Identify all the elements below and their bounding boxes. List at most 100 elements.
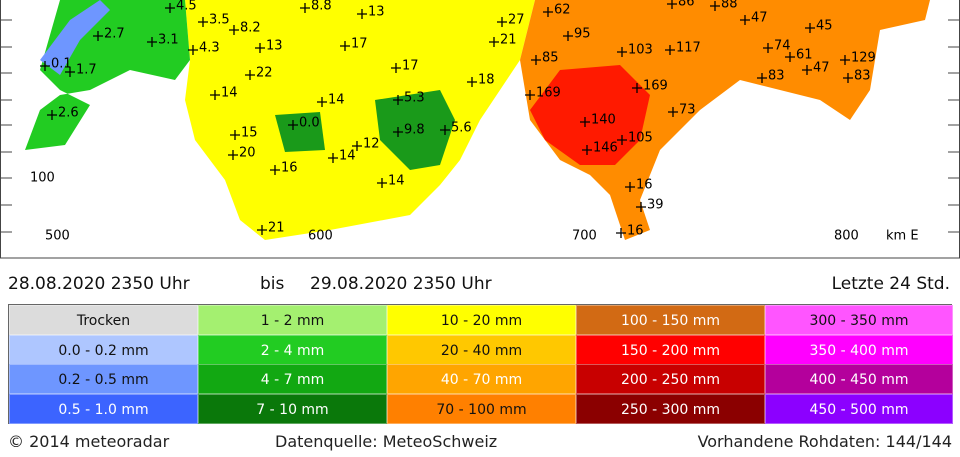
station-value: 83 (854, 69, 871, 84)
station-value: 3.1 (158, 33, 179, 48)
station-value: 8.2 (240, 21, 261, 36)
axis-label: 700 (572, 229, 597, 244)
station-value: 140 (591, 113, 616, 128)
legend-cell: Trocken (9, 305, 198, 335)
station-value: 73 (679, 103, 696, 118)
station-value: 13 (266, 39, 283, 54)
station-value: 86 (678, 0, 695, 10)
period-to: 29.08.2020 2350 Uhr (310, 274, 492, 294)
station-value: 8.8 (311, 0, 332, 14)
legend-cell: 350 - 400 mm (765, 334, 953, 365)
station-marker (840, 55, 850, 65)
station-marker (543, 7, 553, 17)
station-marker (393, 95, 403, 105)
lake (40, 0, 110, 75)
station-value: 14 (221, 86, 238, 101)
station-marker (489, 37, 499, 47)
station-marker (352, 141, 362, 151)
station-marker (255, 43, 265, 53)
station-value: 3.5 (209, 13, 230, 28)
legend-cell: 150 - 200 mm (576, 334, 765, 365)
station-value: 129 (851, 51, 876, 66)
legend-cell: 0.5 - 1.0 mm (9, 393, 198, 424)
station-value: 15 (241, 126, 258, 141)
station-marker (357, 9, 367, 19)
station-marker (210, 90, 220, 100)
legend-cell: 250 - 300 mm (576, 393, 765, 424)
legend-cell: 2 - 4 mm (198, 334, 387, 365)
station-marker (440, 125, 450, 135)
station-value: 17 (351, 37, 368, 52)
station-value: 5.6 (451, 121, 472, 136)
station-value: 39 (647, 198, 664, 213)
axis-label: 100 (30, 171, 55, 186)
station-marker (757, 73, 767, 83)
region-yellow (185, 0, 535, 240)
legend-cell: 1 - 2 mm (198, 305, 387, 335)
station-marker (785, 52, 795, 62)
station-value: 14 (339, 149, 356, 164)
station-marker (165, 3, 175, 13)
station-value: 22 (256, 66, 273, 81)
station-value: 103 (628, 43, 653, 58)
station-marker (802, 65, 812, 75)
axis-label: km E (886, 229, 919, 244)
station-value: 9.8 (404, 123, 425, 138)
axis-label: 500 (45, 229, 70, 244)
station-value: 27 (508, 13, 525, 28)
legend-cell: 40 - 70 mm (387, 364, 576, 394)
legend-cell: 400 - 450 mm (765, 364, 953, 394)
station-marker (228, 150, 238, 160)
station-marker (40, 61, 50, 71)
station-value: 16 (636, 178, 653, 193)
station-value: 2.7 (104, 27, 125, 42)
legend-cell: 100 - 150 mm (576, 305, 765, 335)
station-marker (667, 0, 677, 9)
axis-label: 600 (308, 229, 333, 244)
station-value: 0.0 (299, 116, 320, 131)
station-marker (763, 43, 773, 53)
station-marker (391, 63, 401, 73)
station-marker (257, 225, 267, 235)
station-marker (188, 45, 198, 55)
station-value: 85 (542, 51, 559, 66)
station-value: 17 (402, 59, 419, 74)
station-marker (636, 202, 646, 212)
station-value: 95 (574, 27, 591, 42)
legend-cell: 450 - 500 mm (765, 393, 953, 424)
legend-cell: 300 - 350 mm (765, 305, 953, 335)
station-marker (616, 228, 626, 238)
station-marker (467, 77, 477, 87)
station-marker (328, 153, 338, 163)
legend-cell: 4 - 7 mm (198, 364, 387, 394)
legend-cell: 200 - 250 mm (576, 364, 765, 394)
station-value: 14 (388, 174, 405, 189)
period-from: 28.08.2020 2350 Uhr (8, 274, 190, 294)
raw-data: Vorhandene Rohdaten: 144/144 (697, 432, 952, 451)
station-value: 1.7 (76, 63, 97, 78)
station-marker (93, 31, 103, 41)
station-value: 20 (239, 146, 256, 161)
station-marker (393, 127, 403, 137)
station-value: 21 (268, 221, 285, 236)
region-orange (520, 0, 930, 240)
station-marker (245, 70, 255, 80)
station-value: 5.3 (404, 91, 425, 106)
station-marker (47, 110, 57, 120)
data-source: Datenquelle: MeteoSchweiz (275, 432, 498, 451)
station-marker (230, 130, 240, 140)
station-marker (300, 3, 310, 13)
station-marker (625, 182, 635, 192)
station-value: 105 (628, 131, 653, 146)
station-marker (617, 47, 627, 57)
station-value: 47 (813, 61, 830, 76)
station-value: 88 (721, 0, 738, 12)
station-marker (497, 17, 507, 27)
station-marker (580, 117, 590, 127)
station-value: 2.6 (58, 106, 79, 121)
station-value: 146 (593, 141, 618, 156)
station-marker (525, 90, 535, 100)
station-marker (377, 178, 387, 188)
station-marker (147, 37, 157, 47)
station-value: 13 (368, 5, 385, 20)
